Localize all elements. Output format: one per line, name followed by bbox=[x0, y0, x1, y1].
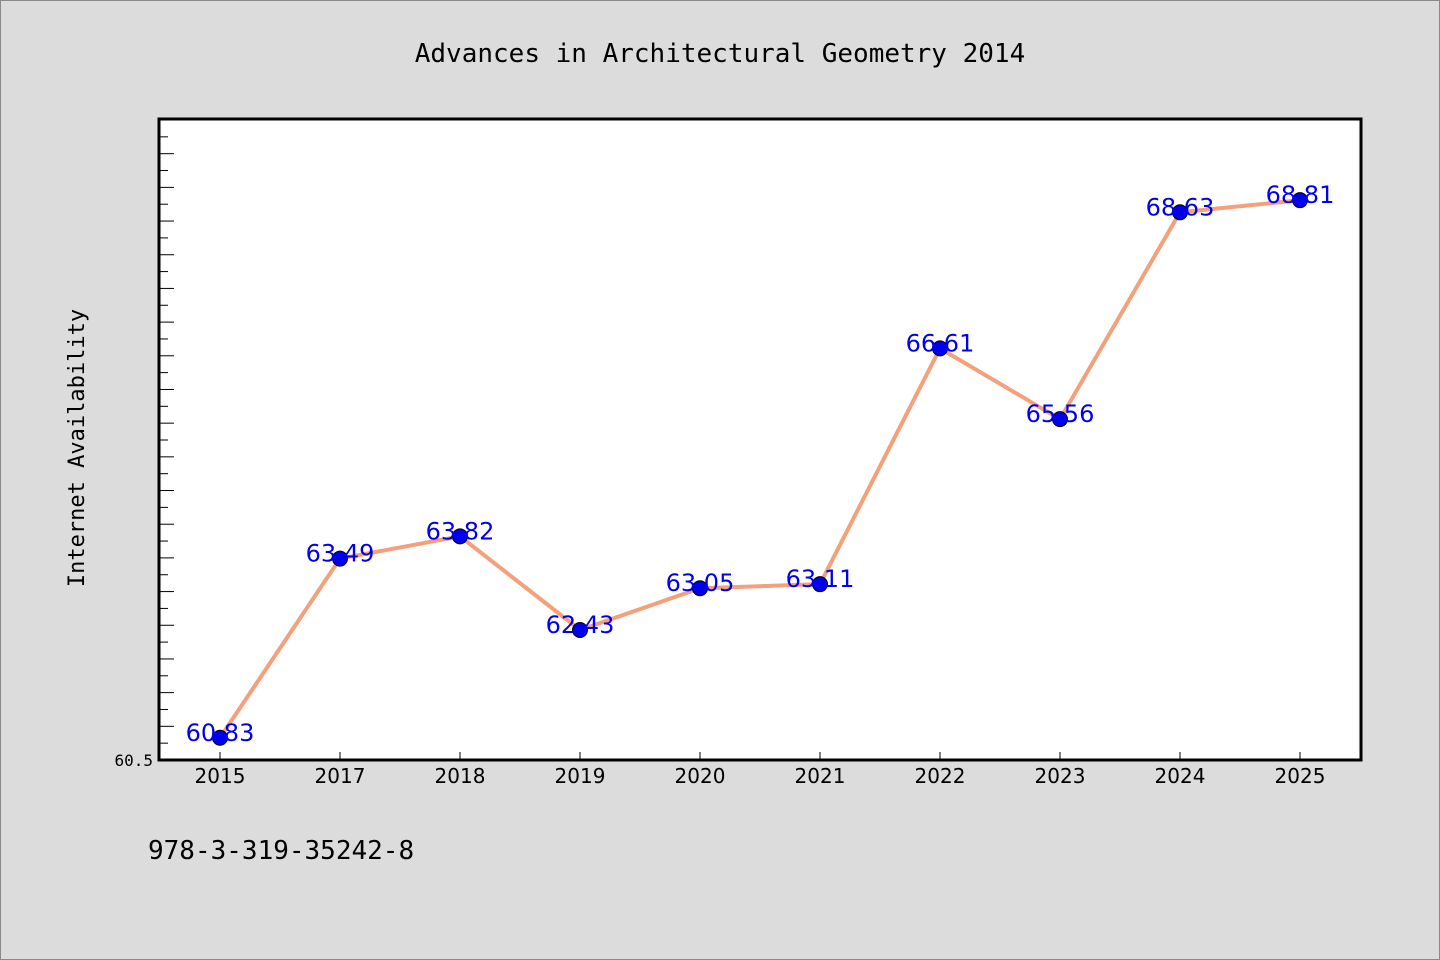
x-tick-label: 2019 bbox=[555, 764, 606, 788]
data-label: 60.83 bbox=[186, 719, 255, 747]
x-tick-label: 2022 bbox=[915, 764, 966, 788]
y-tick-label: 60.5 bbox=[114, 751, 153, 770]
x-tick-label: 2017 bbox=[315, 764, 366, 788]
x-tick-label: 2020 bbox=[675, 764, 726, 788]
isbn-footer: 978-3-319-35242-8 bbox=[148, 836, 415, 866]
series-layer: 60.83 63.49 63.82 62.43 63.05 63.11 66.61 65.56… bbox=[186, 181, 1335, 747]
x-tick-label: 2015 bbox=[195, 764, 246, 788]
data-point bbox=[1172, 204, 1188, 221]
data-point bbox=[692, 580, 708, 597]
chart-title: Advances in Architectural Geometry 2014 bbox=[415, 39, 1025, 69]
x-tick-label: 2021 bbox=[795, 764, 846, 788]
data-label: 63.05 bbox=[666, 569, 735, 597]
data-point bbox=[332, 550, 348, 567]
data-label: 63.11 bbox=[786, 565, 855, 593]
data-point bbox=[1292, 192, 1308, 209]
y-axis-ticks bbox=[160, 119, 174, 761]
data-point bbox=[812, 576, 828, 593]
data-label: 66.61 bbox=[906, 329, 975, 357]
x-axis-ticks: 2015 2017 2018 2019 2020 2021 2022 2023 2024 2025 bbox=[195, 752, 1326, 788]
plot-area bbox=[157, 117, 1363, 762]
data-label: 63.49 bbox=[306, 540, 375, 568]
data-label: 62.43 bbox=[546, 611, 615, 639]
data-point bbox=[452, 528, 468, 545]
data-label: 63.82 bbox=[426, 517, 495, 545]
data-label: 68.81 bbox=[1266, 181, 1335, 209]
x-tick-label: 2024 bbox=[1155, 764, 1206, 788]
x-tick-label: 2025 bbox=[1275, 764, 1326, 788]
data-point bbox=[1052, 411, 1068, 428]
data-label: 68.63 bbox=[1146, 193, 1215, 221]
data-point bbox=[212, 729, 228, 746]
x-tick-label: 2023 bbox=[1035, 764, 1086, 788]
x-tick-label: 2018 bbox=[435, 764, 486, 788]
series-line bbox=[218, 198, 1302, 740]
data-point bbox=[932, 340, 948, 357]
data-label: 65.56 bbox=[1026, 400, 1095, 428]
y-axis-label: Internet Availability bbox=[65, 309, 90, 587]
data-point bbox=[572, 621, 588, 638]
